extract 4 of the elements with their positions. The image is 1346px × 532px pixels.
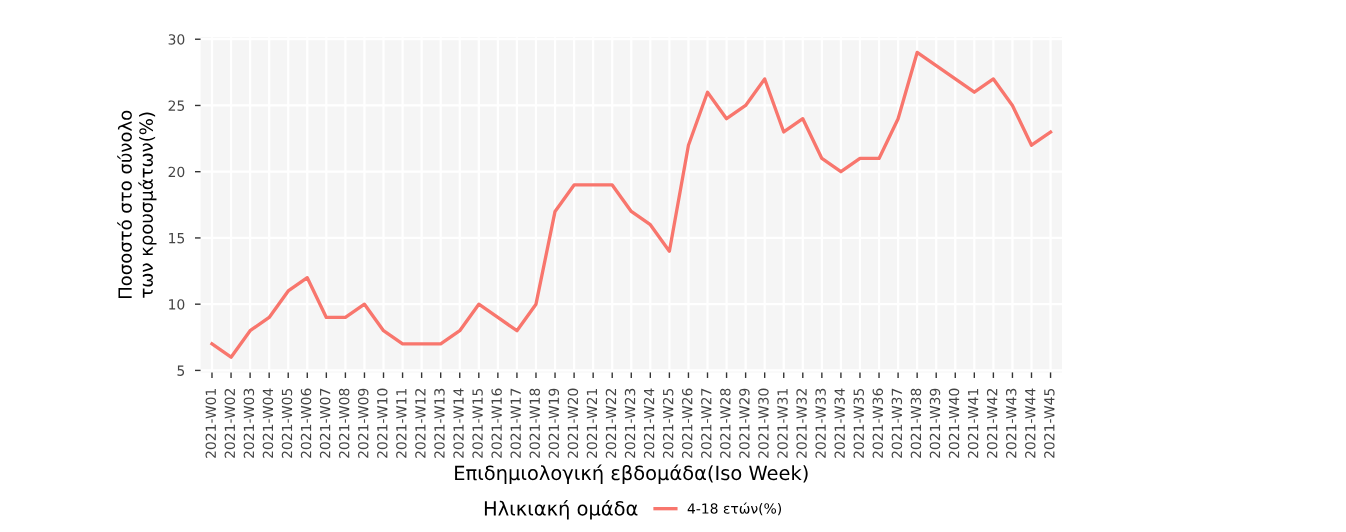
line-series <box>210 50 1053 359</box>
y-axis-title: Ποσοστό στο σύνολο των κρουσμάτων(%) <box>117 110 157 299</box>
x-axis-title: Επιδημιολογική εβδομάδα(Iso Week) <box>455 464 808 485</box>
legend-title: Ηλικιακή ομάδα <box>484 499 638 520</box>
